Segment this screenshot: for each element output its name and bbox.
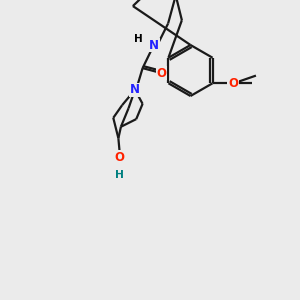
Text: N: N: [149, 39, 159, 52]
Text: H: H: [115, 170, 124, 180]
Text: N: N: [130, 83, 140, 96]
Text: H: H: [134, 34, 143, 44]
Text: O: O: [228, 77, 238, 90]
Text: O: O: [157, 67, 167, 80]
Text: O: O: [115, 151, 124, 164]
